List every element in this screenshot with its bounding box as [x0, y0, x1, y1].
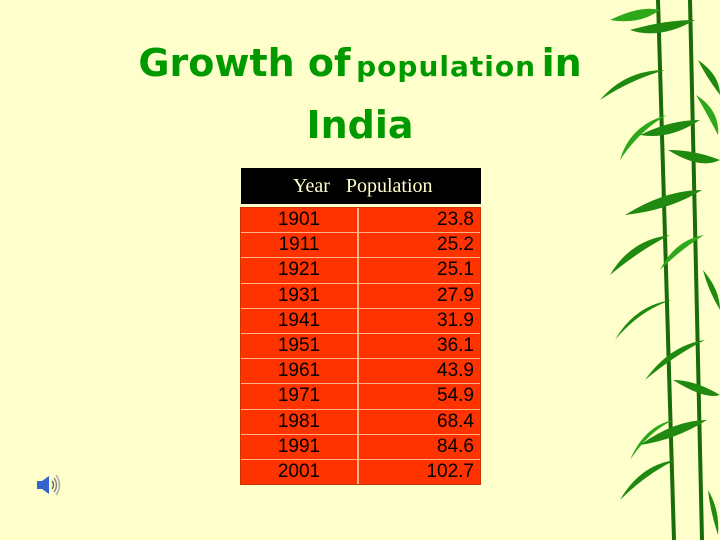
- table-row: 1951 36.1: [241, 333, 480, 360]
- population-cell: 43.9: [437, 360, 474, 382]
- table-row: 1901 23.8: [241, 208, 480, 234]
- title-part-3: in: [541, 41, 582, 85]
- population-table: 1901 23.8 1911 25.2 1921 25.1 1931 27.9 1941 31.9…: [240, 207, 481, 485]
- bamboo-decoration: [600, 0, 720, 540]
- year-cell: 1941: [241, 308, 359, 333]
- speaker-icon[interactable]: [34, 472, 62, 498]
- table-row: 1971 54.9: [241, 384, 480, 410]
- population-cell: 36.1: [437, 335, 474, 357]
- table-row: 1921 25.1: [241, 258, 480, 284]
- population-cell: 25.2: [437, 234, 474, 256]
- table-row: 1911 25.2: [241, 233, 480, 259]
- year-cell: 2001: [241, 459, 359, 485]
- year-cell: 1981: [241, 409, 359, 434]
- year-cell: 1921: [241, 258, 359, 283]
- table-header: Year Population: [241, 168, 481, 204]
- slide-title: Growth of population in India: [60, 36, 660, 160]
- header-population: Population: [345, 174, 433, 197]
- year-cell: 1901: [241, 208, 359, 233]
- table-row: 1961 43.9: [241, 359, 480, 385]
- year-cell: 1961: [241, 359, 359, 384]
- year-cell: 1991: [241, 434, 359, 459]
- title-part-1: Growth of: [138, 41, 351, 85]
- year-cell: 1971: [241, 384, 359, 409]
- table-row: 1981 68.4: [241, 409, 480, 435]
- population-cell: 23.8: [437, 209, 474, 231]
- title-line-2: India: [306, 103, 414, 147]
- table-row: 2001 102.7: [241, 459, 480, 485]
- table-row: 1941 31.9: [241, 308, 480, 334]
- population-cell: 31.9: [437, 309, 474, 331]
- year-cell: 1951: [241, 333, 359, 359]
- population-cell: 27.9: [437, 284, 474, 306]
- header-year: Year: [293, 174, 330, 197]
- population-cell: 68.4: [437, 410, 474, 432]
- title-part-2: population: [356, 50, 537, 83]
- population-cell: 84.6: [437, 435, 474, 457]
- population-cell: 54.9: [437, 385, 474, 407]
- population-cell: 25.1: [437, 259, 474, 281]
- year-cell: 1931: [241, 283, 359, 308]
- table-row: 1931 27.9: [241, 283, 480, 309]
- population-cell: 102.7: [426, 460, 474, 482]
- table-row: 1991 84.6: [241, 434, 480, 460]
- year-cell: 1911: [241, 233, 359, 258]
